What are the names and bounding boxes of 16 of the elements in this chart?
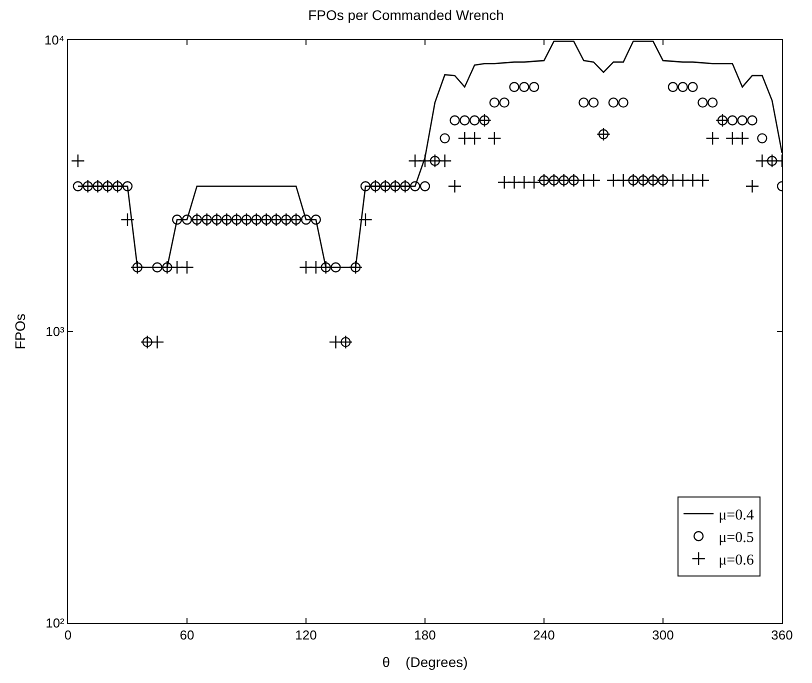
legend-label: μ=0.5 bbox=[718, 530, 754, 546]
x-tick-label: 360 bbox=[771, 628, 793, 643]
x-tick-label: 180 bbox=[414, 628, 436, 643]
y-axis-title: FPOs bbox=[12, 314, 28, 350]
x-axis-title: θ (Degrees) bbox=[382, 654, 468, 670]
x-tick-label: 120 bbox=[295, 628, 317, 643]
y-tick-label: 10³ bbox=[46, 324, 66, 340]
y-tick-label: 10⁴ bbox=[44, 32, 64, 48]
x-tick-label: 240 bbox=[533, 628, 555, 643]
y-tick-label: 10² bbox=[46, 616, 66, 631]
x-tick-label: 0 bbox=[64, 628, 72, 643]
legend-label: μ=0.4 bbox=[718, 507, 754, 524]
x-tick-label: 300 bbox=[652, 628, 674, 643]
x-tick-label: 60 bbox=[180, 628, 194, 643]
chart-title: FPOs per Commanded Wrench bbox=[308, 7, 504, 24]
legend-label: μ=0.6 bbox=[718, 552, 754, 568]
